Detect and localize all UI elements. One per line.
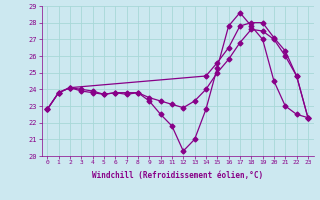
X-axis label: Windchill (Refroidissement éolien,°C): Windchill (Refroidissement éolien,°C) [92, 171, 263, 180]
